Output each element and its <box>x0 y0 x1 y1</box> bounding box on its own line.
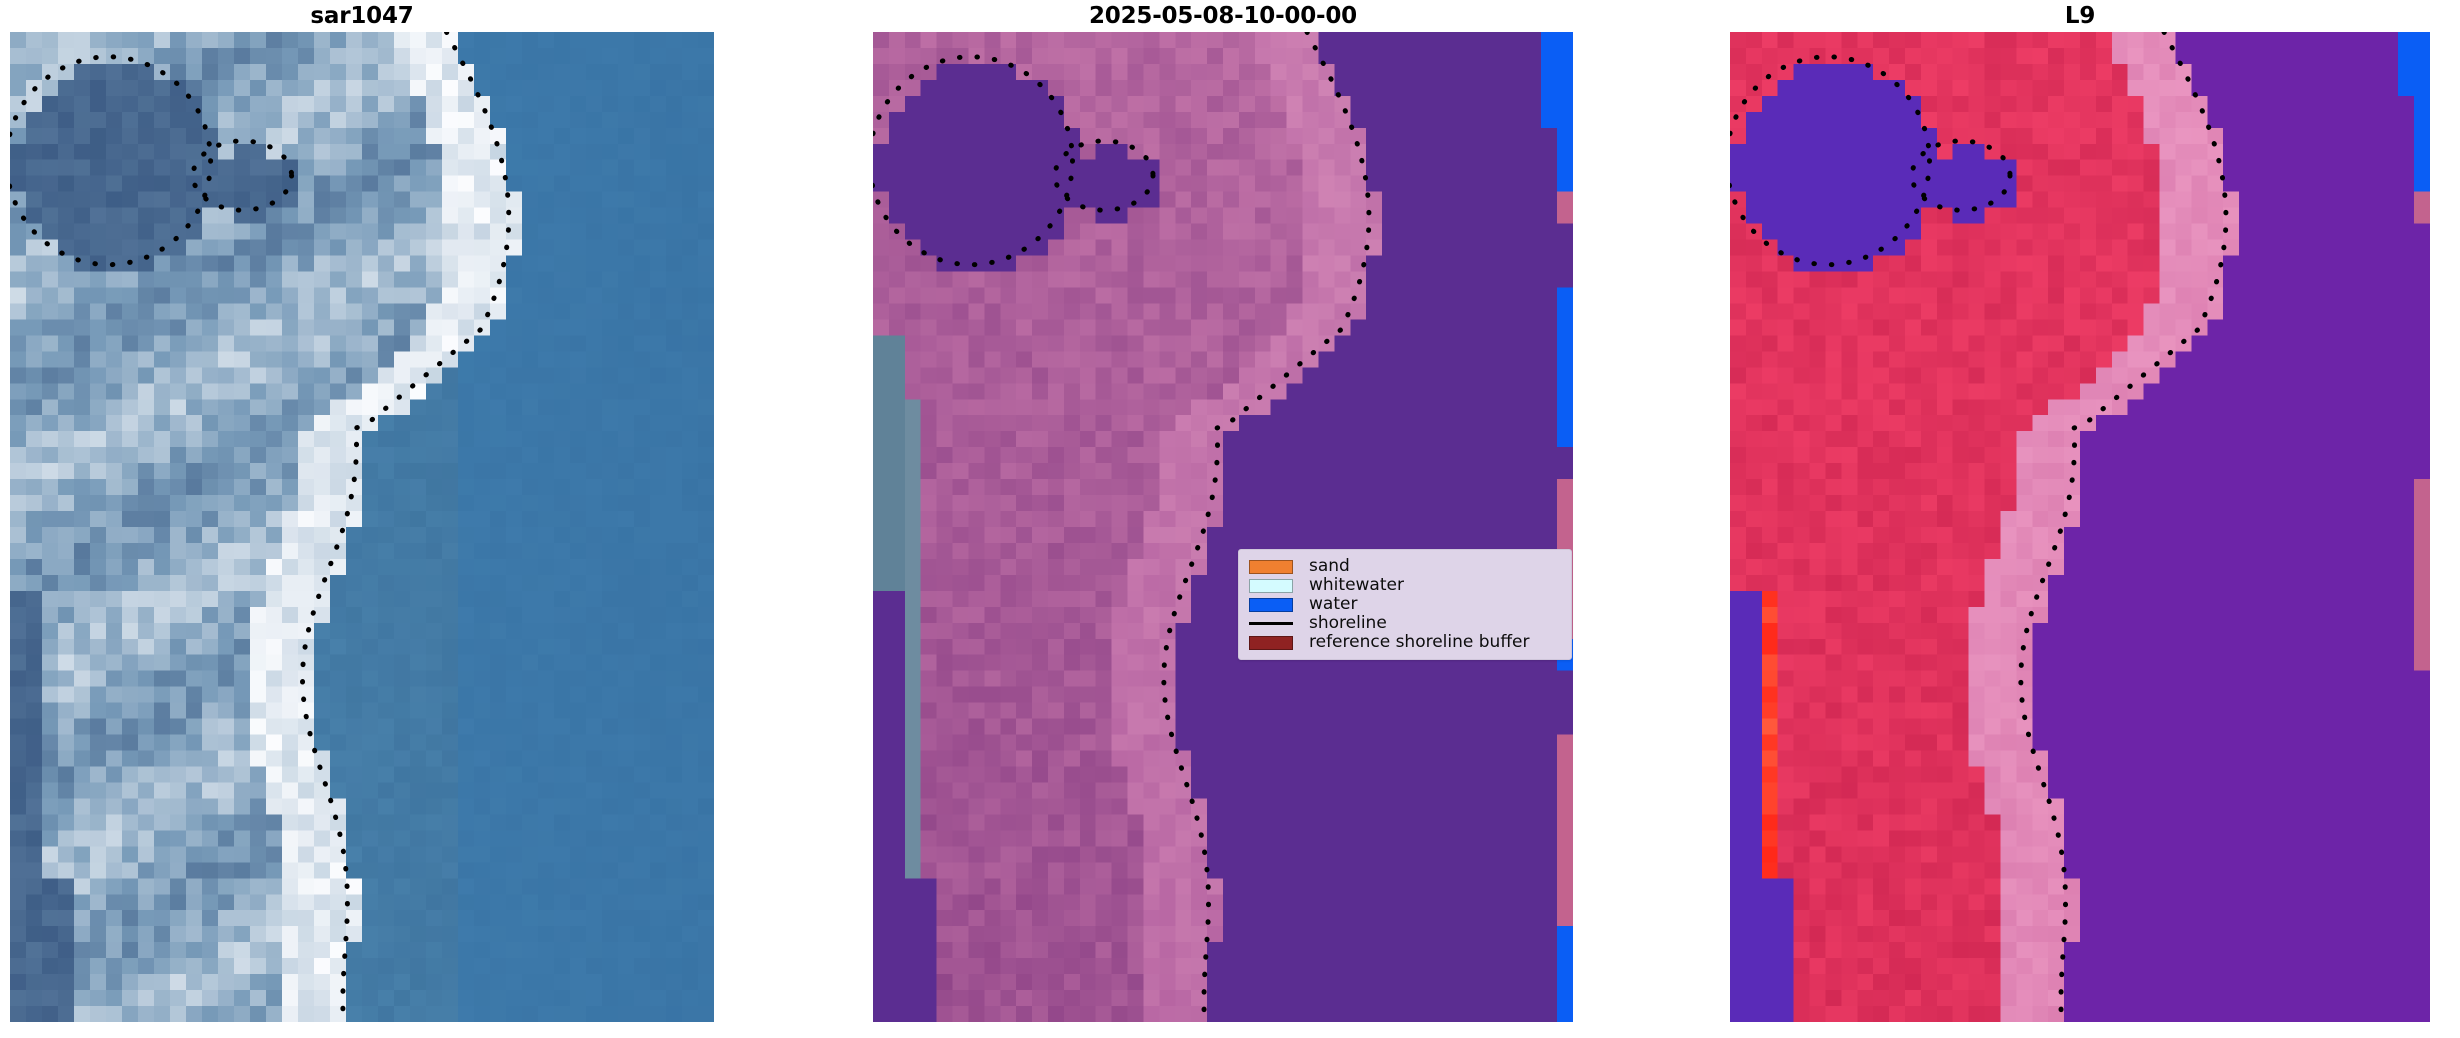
panel-l9: L9 <box>1730 0 2430 1022</box>
legend-item-whitewater: whitewater <box>1249 576 1563 595</box>
legend-label-shoreline: shoreline <box>1309 613 1387 633</box>
sand-swatch-icon <box>1249 559 1295 574</box>
shoreline-line-icon <box>1249 622 1295 625</box>
legend-box[interactable]: sand whitewater water shoreline referenc… <box>1238 549 1572 660</box>
panel-title-sar: sar1047 <box>310 3 414 29</box>
water-swatch-icon <box>1249 597 1295 612</box>
legend-item-reference-buffer: reference shoreline buffer <box>1249 633 1563 652</box>
legend-label-whitewater: whitewater <box>1309 575 1404 595</box>
legend-label-sand: sand <box>1309 556 1350 576</box>
axes-l9[interactable] <box>1730 32 2430 1022</box>
classified-raster-image <box>873 32 1573 1022</box>
legend-item-shoreline: shoreline <box>1249 614 1563 633</box>
legend-label-reference-buffer: reference shoreline buffer <box>1309 632 1530 652</box>
panel-sar1047: sar1047 <box>10 0 714 1022</box>
panel-title-timestamp: 2025-05-08-10-00-00 <box>1089 3 1357 29</box>
reference-buffer-swatch-icon <box>1249 635 1295 650</box>
axes-sar[interactable] <box>10 32 714 1022</box>
legend-item-water: water <box>1249 595 1563 614</box>
whitewater-swatch-icon <box>1249 578 1295 593</box>
panel-title-l9: L9 <box>2064 3 2096 29</box>
panel-classified: 2025-05-08-10-00-00 <box>873 0 1573 1022</box>
axes-classified[interactable] <box>873 32 1573 1022</box>
l9-raster-image <box>1730 32 2430 1022</box>
legend-label-water: water <box>1309 594 1358 614</box>
legend-item-sand: sand <box>1249 557 1563 576</box>
sar-raster-image <box>10 32 714 1022</box>
